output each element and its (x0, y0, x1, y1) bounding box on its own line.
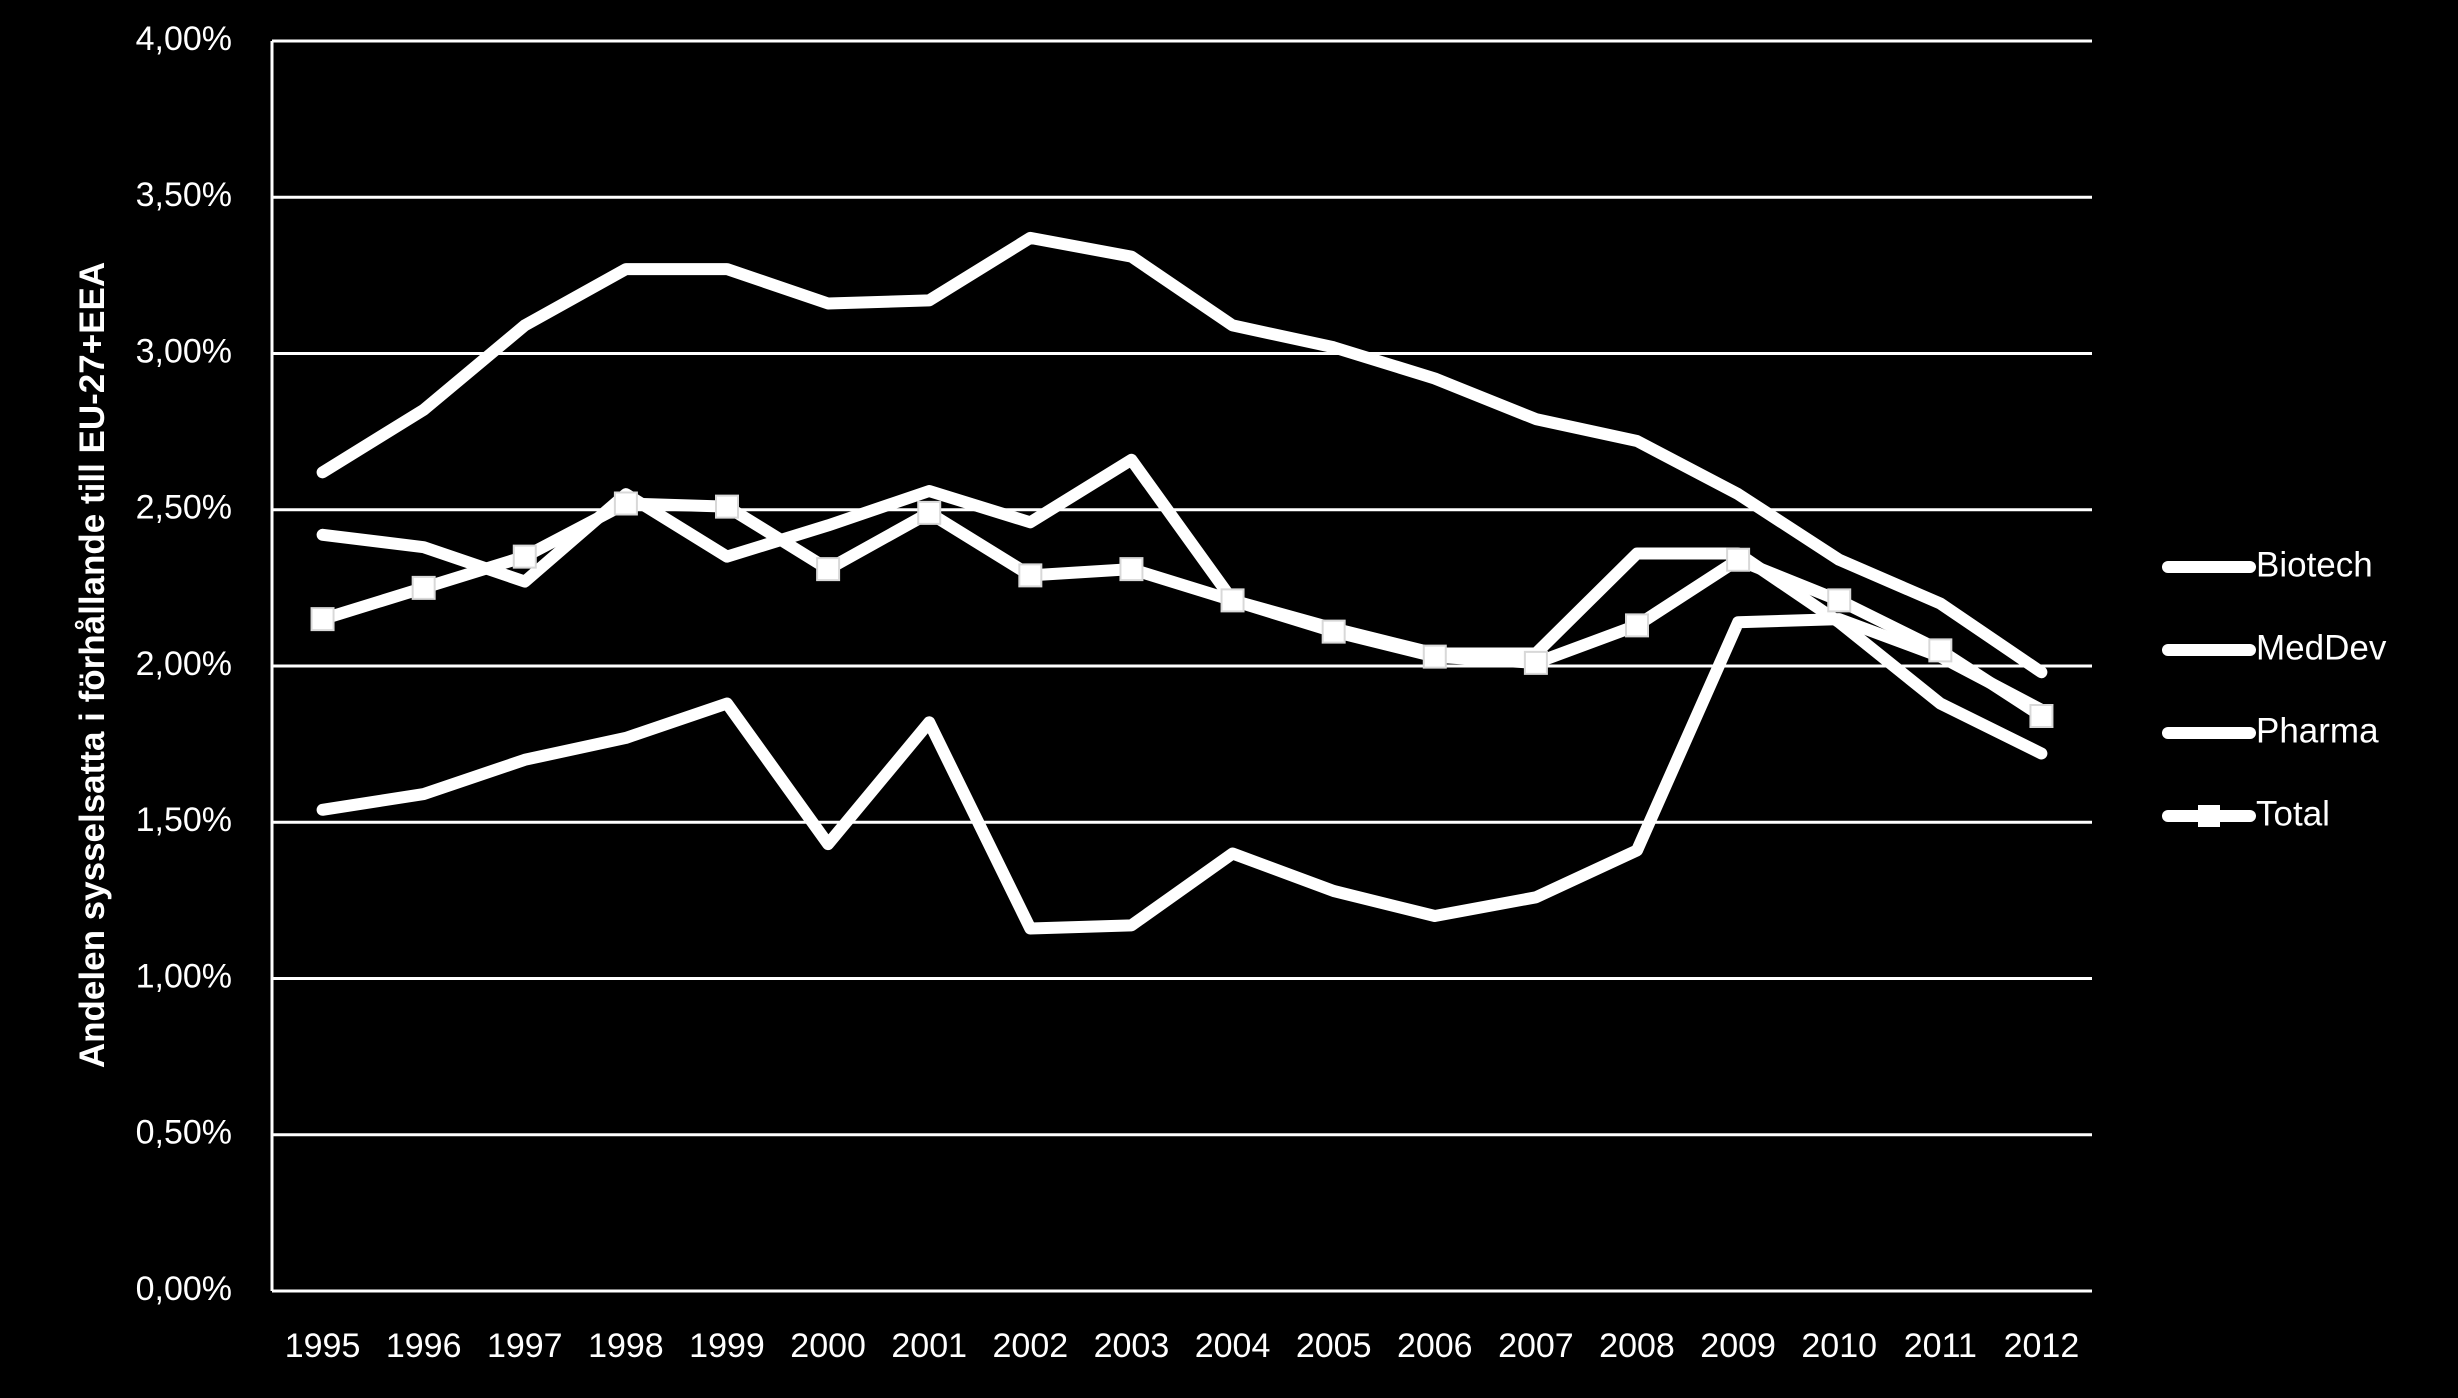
x-tick-label: 2003 (1094, 1327, 1170, 1365)
data-point-total (917, 500, 942, 525)
data-point-total (1726, 547, 1751, 572)
x-tick-label: 1995 (285, 1327, 361, 1365)
legend-label-total: Total (2256, 794, 2330, 833)
x-tick-label: 1996 (386, 1327, 462, 1365)
x-tick-label: 2011 (1904, 1327, 1977, 1365)
data-point-total (1220, 588, 1245, 613)
data-point-total (1018, 563, 1043, 588)
y-tick-label: 3,50% (136, 176, 232, 214)
data-point-total (1422, 644, 1447, 669)
x-tick-label: 2006 (1397, 1327, 1473, 1365)
series-line-total (316, 497, 2048, 722)
legend-label-meddev: MedDev (2256, 628, 2387, 667)
y-tick-label: 0,00% (136, 1270, 232, 1308)
y-tick-label: 4,00% (136, 20, 232, 58)
data-point-total (1625, 613, 1649, 638)
y-tick-label: 3,00% (136, 332, 232, 370)
grid-lines (272, 39, 2092, 1293)
y-axis-label: Andelen sysselsatta i förhållande till E… (73, 262, 112, 1068)
x-tick-label: 2008 (1599, 1327, 1675, 1365)
data-point-total (715, 494, 739, 519)
series-line-meddev (316, 453, 2048, 760)
x-tick-label: 2012 (2004, 1327, 2080, 1365)
x-tick-label: 2009 (1700, 1327, 1776, 1365)
legend-label-biotech: Biotech (2256, 545, 2373, 584)
y-tick-label: 1,50% (136, 801, 232, 839)
x-tick-label: 1999 (689, 1327, 765, 1365)
x-tick-label: 1997 (487, 1327, 563, 1365)
legend: Biotech MedDev Pharma Total (2162, 545, 2387, 833)
x-tick-label: 1998 (588, 1327, 664, 1365)
data-point-total (310, 607, 335, 632)
data-point-total (1827, 588, 1852, 613)
y-tick-label: 1,00% (136, 957, 232, 995)
x-tick-label: 2007 (1498, 1327, 1574, 1365)
data-point-total (1321, 619, 1346, 644)
x-tick-label: 2001 (891, 1327, 967, 1365)
data-point-total (1928, 638, 1953, 663)
data-point-total (2029, 704, 2054, 728)
series-line-pharma (316, 613, 2048, 935)
x-tick-label: 2002 (993, 1327, 1069, 1365)
data-point-total (512, 544, 537, 569)
data-point-total (613, 491, 638, 516)
series-line-biotech (316, 231, 2048, 679)
x-tick-label: 2005 (1296, 1327, 1372, 1365)
data-point-total (411, 575, 436, 600)
x-tick-label: 2004 (1195, 1327, 1271, 1365)
x-tick-label: 2000 (790, 1327, 866, 1365)
x-axis-tick-labels: 1995 1996 1997 1998 1999 2000 2001 2002 2003 2004… (285, 1327, 2080, 1365)
legend-marker-total (2198, 805, 2220, 827)
y-tick-label: 2,00% (136, 645, 232, 683)
legend-label-pharma: Pharma (2256, 711, 2379, 750)
y-tick-label: 2,50% (136, 489, 232, 527)
x-tick-label: 2010 (1801, 1327, 1877, 1365)
data-point-total (1523, 650, 1548, 675)
series-lines (310, 231, 2054, 935)
data-point-total (816, 557, 841, 582)
y-tick-label: 0,50% (136, 1114, 232, 1152)
data-point-total (1119, 557, 1144, 582)
y-axis-tick-labels: 0,00% 0,50% 1,00% 1,50% 2,00% 2,50% 3,00% 3,50%… (136, 20, 232, 1308)
